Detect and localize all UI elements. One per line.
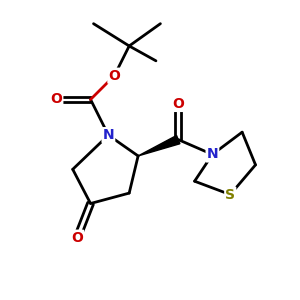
- Text: N: N: [207, 148, 218, 161]
- Text: N: N: [103, 128, 114, 142]
- Text: S: S: [225, 188, 235, 202]
- Text: O: O: [71, 231, 83, 245]
- Text: O: O: [50, 92, 62, 106]
- Text: O: O: [108, 69, 120, 83]
- Polygon shape: [138, 136, 180, 156]
- Text: O: O: [172, 97, 184, 111]
